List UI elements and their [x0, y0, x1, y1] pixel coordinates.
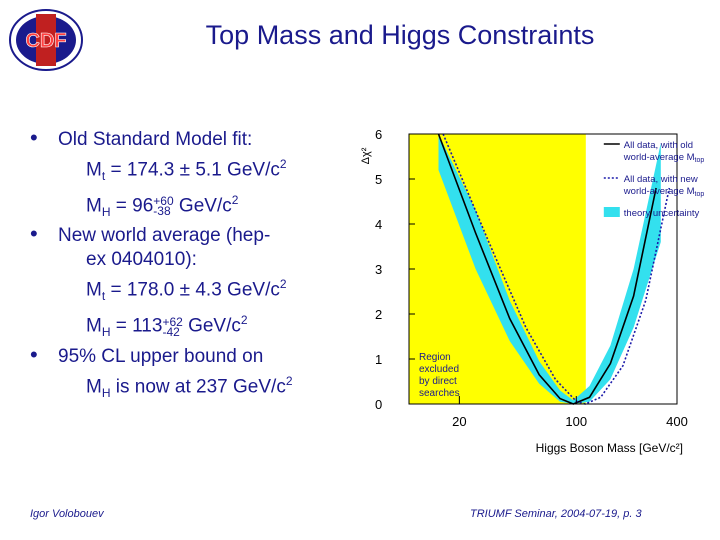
- y-axis-label: Δχ²: [360, 147, 372, 164]
- bullet-list: • Old Standard Model fit: Mt = 174.3 ± 5…: [30, 125, 360, 405]
- y-tick-label: 2: [375, 307, 382, 322]
- excluded-region-label-line: excluded: [419, 364, 459, 375]
- bullet-dot: •: [30, 125, 38, 150]
- bullet-3-text-line1: 95% CL upper bound on: [58, 345, 264, 367]
- bullet-2-text-line1: New world average (hep-: [58, 225, 271, 247]
- footer-event: TRIUMF Seminar, 2004-07-19, p. 3: [470, 508, 642, 520]
- bullet-1-line-2: MH = 96 +60 -38 GeV/c2: [86, 193, 239, 220]
- excluded-region-label-line: by direct: [419, 376, 457, 387]
- page-title: Top Mass and Higgs Constraints: [205, 20, 595, 50]
- bullet-2-line-2: MH = 113 +62 -42 GeV/c2: [86, 313, 248, 340]
- excluded-region-label-line: searches: [419, 388, 460, 399]
- legend-label: All data, with old: [624, 140, 693, 151]
- x-tick-labels: 20 100 400: [452, 396, 688, 429]
- bullet-item-3: • 95% CL upper bound on MH is now at 237…: [30, 341, 360, 405]
- legend-swatch: [603, 207, 620, 217]
- series-old-mtop: [437, 133, 657, 405]
- legend-label: All data, with new: [624, 174, 698, 185]
- x-tick-label: 100: [565, 414, 587, 429]
- bullet-item-1: • Old Standard Model fit: Mt = 174.3 ± 5…: [30, 125, 360, 224]
- series-new-mtop: [442, 133, 671, 405]
- bullet-1-line-1: Mt = 174.3 ± 5.1 GeV/c2: [86, 157, 287, 184]
- x-tick-label: 400: [666, 414, 688, 429]
- bullet-3-text-line2: MH is now at 237 GeV/c2: [86, 373, 293, 400]
- bullet-dot: •: [30, 341, 38, 367]
- y-tick-label: 5: [375, 172, 382, 187]
- bullet-dot: •: [30, 221, 38, 247]
- y-tick-label: 0: [375, 397, 382, 412]
- bullet-2-text-line2: ex 0404010):: [86, 249, 197, 271]
- legend-label: world-average Mtop: [623, 152, 705, 164]
- theory-uncertainty-band: [438, 134, 661, 404]
- footer-author: Igor Volobouev: [30, 508, 104, 520]
- delta-chi2-chart: 0 1 2 3 4 5 6 20 100 400 Δχ² Higgs Boson Mass [G…: [360, 127, 705, 455]
- legend-label: world-average Mtop: [623, 186, 705, 198]
- y-tick-label: 4: [375, 217, 382, 232]
- x-axis-label: Higgs Boson Mass [GeV/c²]: [536, 441, 683, 455]
- y-tick-label: 3: [375, 262, 382, 277]
- y-tick-labels: 0 1 2 3 4 5 6: [375, 127, 415, 412]
- bullet-item-2: • New world average (hep- ex 0404010): M…: [30, 221, 360, 344]
- x-tick-label: 20: [452, 414, 466, 429]
- y-tick-label: 1: [375, 352, 382, 367]
- logo-text: CDF: [25, 30, 66, 52]
- bullet-2-line-1: Mt = 178.0 ± 4.3 GeV/c2: [86, 277, 287, 304]
- excluded-region-label-line: Region: [419, 352, 451, 363]
- cdf-logo: CDF: [9, 9, 83, 71]
- y-tick-label: 6: [375, 127, 382, 142]
- legend-label: theory uncertainty: [624, 208, 700, 219]
- bullet-1-text: Old Standard Model fit:: [58, 129, 253, 150]
